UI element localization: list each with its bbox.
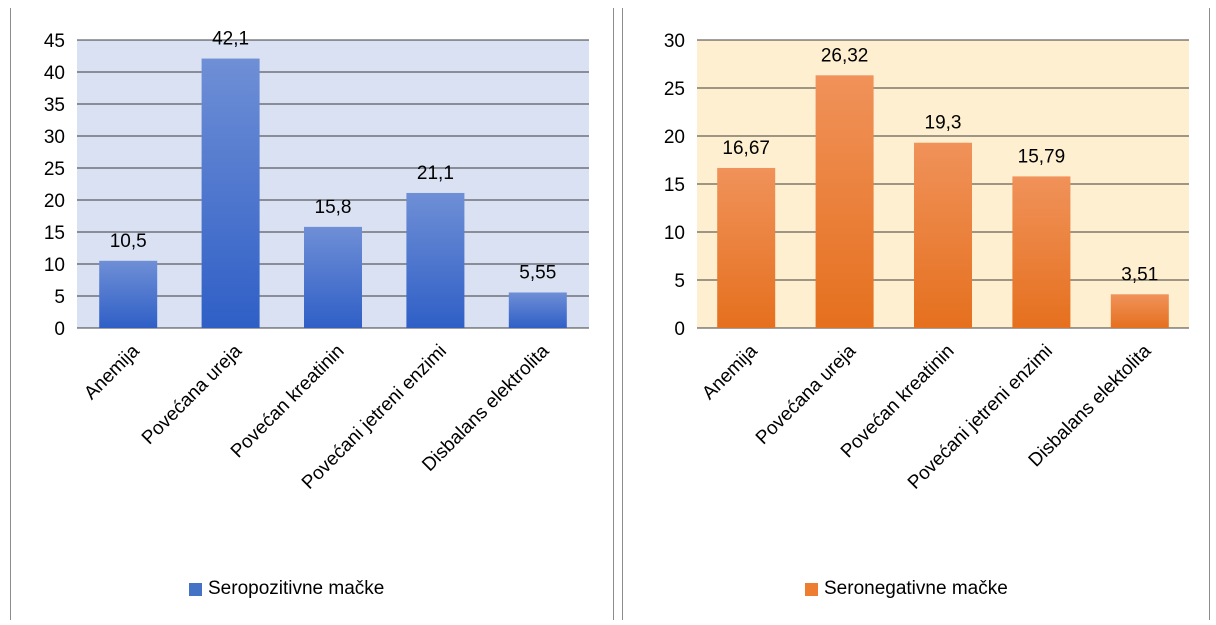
bar: [406, 192, 465, 328]
data-label: 42,1: [212, 29, 249, 50]
y-tick-label: 35: [44, 95, 65, 116]
legend-swatch: [805, 582, 818, 596]
legend: Seronegativne mačke: [805, 578, 1008, 600]
legend-swatch: [189, 582, 202, 596]
legend-label: Seropozitivne mačke: [208, 578, 385, 599]
y-tick-label: 20: [664, 127, 685, 148]
y-tick-label: 0: [674, 319, 685, 340]
y-tick-label: 25: [664, 79, 685, 100]
data-label: 3,51: [1121, 264, 1158, 285]
data-label: 16,67: [722, 138, 770, 159]
bar: [201, 58, 260, 329]
legend-label: Seronegativne mačke: [824, 578, 1008, 599]
data-label: 15,8: [315, 197, 352, 218]
data-label: 15,79: [1018, 146, 1066, 167]
bar: [914, 142, 972, 328]
legend: Seropozitivne mačke: [189, 578, 384, 600]
y-tick-label: 20: [44, 191, 65, 212]
x-category-label: Anemija: [698, 340, 762, 404]
y-tick-label: 5: [54, 287, 65, 308]
bar: [99, 260, 158, 328]
y-tick-label: 10: [44, 255, 65, 276]
y-tick-label: 45: [44, 31, 65, 52]
y-tick-label: 25: [44, 159, 65, 180]
bar: [508, 292, 567, 328]
y-tick-label: 15: [664, 175, 685, 196]
data-label: 5,55: [519, 262, 556, 283]
data-label: 19,3: [925, 113, 962, 134]
chart-panel-seronegative: 0 5 10 15 20 25 30 16,67 Anemija 26,32 Povećana ur…: [622, 8, 1210, 620]
bar-chart-seronegative: 0 5 10 15 20 25 30 16,67 Anemija 26,32 Povećana ur…: [664, 31, 1189, 494]
data-label: 26,32: [821, 45, 869, 66]
x-category-label: Povećana ureja: [138, 340, 247, 449]
y-tick-label: 15: [44, 223, 65, 244]
y-tick-label: 40: [44, 63, 65, 84]
bar: [717, 167, 776, 328]
x-category-label: Anemija: [80, 340, 144, 404]
y-tick-label: 5: [674, 271, 685, 292]
y-tick-label: 0: [54, 319, 65, 340]
bar: [304, 226, 362, 328]
y-tick-label: 30: [664, 31, 685, 52]
y-tick-label: 30: [44, 127, 65, 148]
bar: [1012, 176, 1071, 328]
bar: [1110, 294, 1169, 328]
data-label: 21,1: [417, 163, 454, 184]
x-category-label: Povećan kreatinin: [227, 341, 349, 463]
chart-panel-seropositive: 0 5 10 15 20 25 30 35 40 45 10,5 Anemija 42,1 Povećan…: [10, 8, 614, 620]
y-tick-label: 10: [664, 223, 685, 244]
x-category-label: Povećana ureja: [752, 340, 861, 449]
data-label: 10,5: [110, 231, 147, 252]
bar: [815, 75, 874, 328]
bar-chart-seropositive: 0 5 10 15 20 25 30 35 40 45 10,5 Anemija 42,1 Povećan…: [44, 29, 589, 494]
